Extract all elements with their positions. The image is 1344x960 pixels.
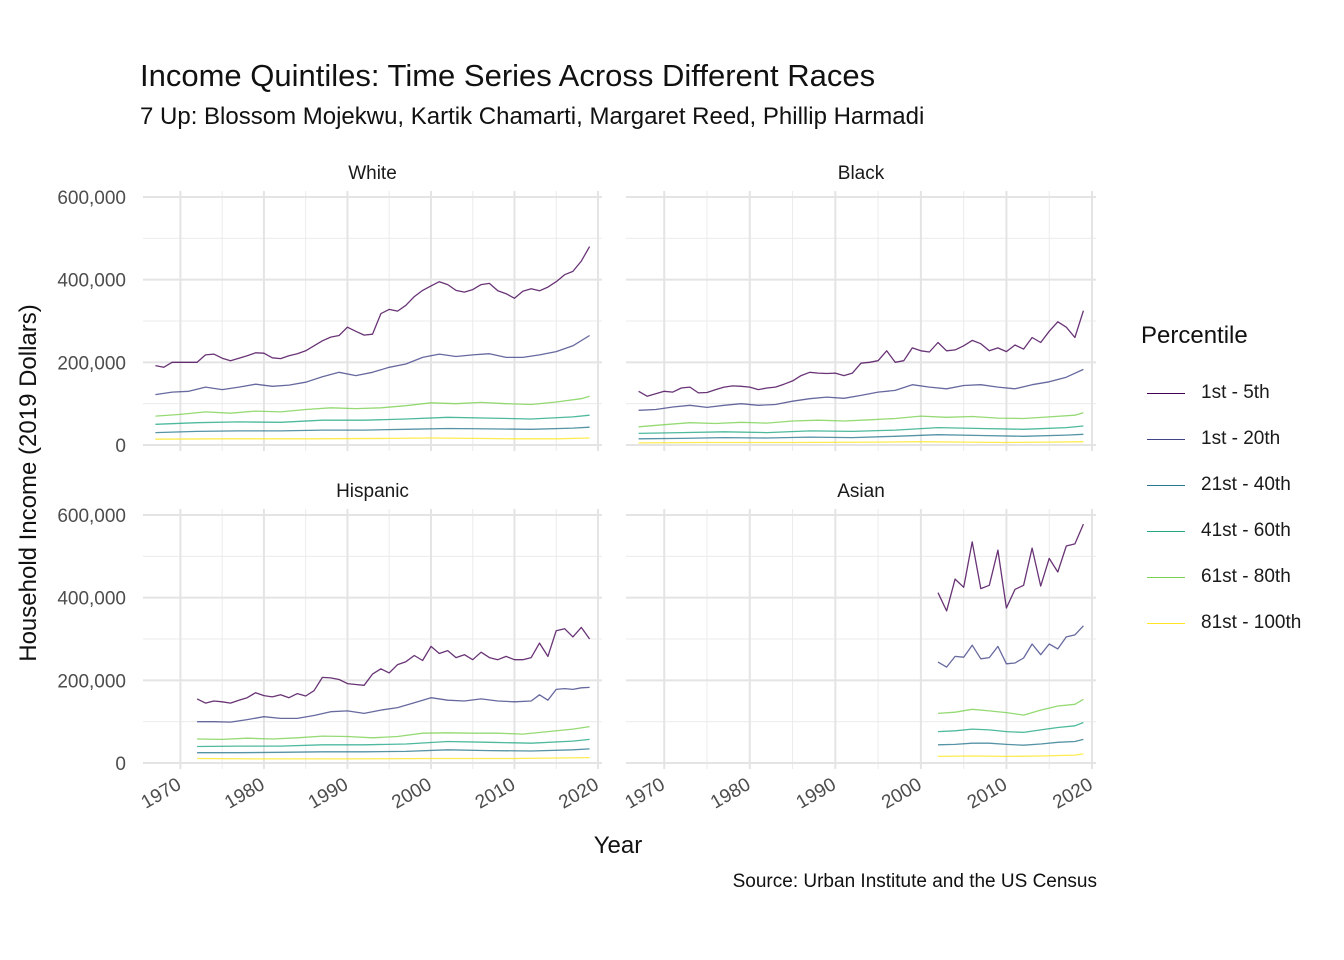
x-tick-label: 2000: [388, 774, 435, 813]
series-line-1st-20th: [197, 686, 590, 723]
legend-item: 1st - 20th: [1141, 416, 1301, 462]
legend-key-line: [1147, 484, 1185, 486]
x-tick-label: 1970: [622, 774, 669, 813]
series-line-21st-40th: [937, 738, 1084, 746]
facet-strip-label: Black: [838, 163, 885, 184]
y-tick-label: 0: [115, 436, 126, 457]
series-line-81st-100th: [937, 753, 1084, 758]
y-tick-label: 200,000: [57, 671, 126, 692]
x-axis-label: Year: [594, 832, 643, 859]
chart-caption: Source: Urban Institute and the US Censu…: [732, 871, 1097, 892]
series-line-1st-20th: [937, 625, 1084, 668]
series-line-61st-80th: [197, 725, 590, 741]
series-line-41st-60th: [638, 425, 1084, 435]
legend-items: 1st - 5th 1st - 20th 21st - 40th 41st - 60t…: [1141, 370, 1301, 646]
x-tick-label: 1990: [305, 774, 352, 813]
legend-item: 61st - 80th: [1141, 554, 1301, 600]
legend-label: 1st - 5th: [1201, 382, 1270, 403]
x-tick-label: 1970: [138, 774, 185, 813]
legend-key-line: [1147, 530, 1185, 532]
legend-title: Percentile: [1141, 322, 1248, 349]
y-tick-label: 400,000: [57, 271, 126, 292]
series-line-61st-80th: [155, 395, 590, 417]
series-line-41st-60th: [155, 414, 590, 425]
series-line-41st-60th: [197, 738, 590, 748]
facet-strip-label: Hispanic: [336, 481, 409, 502]
facet-panel-black: Black: [626, 163, 1096, 451]
y-axis-label: Household Income (2019 Dollars): [15, 304, 42, 662]
legend-key-line: [1147, 438, 1185, 440]
y-tick-label: 600,000: [57, 506, 126, 527]
series-line-41st-60th: [937, 721, 1084, 734]
legend-label: 61st - 80th: [1201, 566, 1291, 587]
legend-key-line: [1147, 576, 1185, 578]
legend-item: 1st - 5th: [1141, 370, 1301, 416]
facet-panel-white: White 0 200,000 400,000 600,000: [57, 163, 602, 457]
series-line-1st-20th: [155, 334, 590, 396]
x-tick-label: 2010: [472, 774, 519, 813]
legend-item: 21st - 40th: [1141, 462, 1301, 508]
x-tick-label: 2000: [878, 774, 925, 813]
legend: Percentile 1st - 5th 1st - 20th 21st - 40t…: [1141, 322, 1301, 646]
facet-strip-label: White: [348, 163, 397, 184]
legend-item: 81st - 100th: [1141, 600, 1301, 646]
y-tick-label: 0: [115, 754, 126, 775]
series-line-61st-80th: [638, 412, 1084, 428]
series-line-61st-80th: [937, 698, 1084, 716]
series-line-21st-40th: [197, 748, 590, 754]
series-line-21st-40th: [638, 433, 1084, 440]
facet-panel-asian: Asian 1970 1980 1990 2000 2010 2020: [622, 481, 1097, 813]
series-line-1st-5th: [196, 626, 591, 704]
series-line-81st-100th: [638, 441, 1084, 444]
series-line-81st-100th: [197, 756, 590, 760]
legend-label: 41st - 60th: [1201, 520, 1291, 541]
series-line-1st-5th: [937, 523, 1084, 612]
series-line-1st-20th: [638, 368, 1084, 411]
x-tick-label: 1990: [793, 774, 840, 813]
legend-key-line: [1147, 392, 1185, 394]
facet-panel-hispanic: Hispanic 0 200,000 400,000 600,000 1970 1980 19…: [57, 481, 602, 813]
y-tick-label: 400,000: [57, 589, 126, 610]
facet-strip-label: Asian: [837, 481, 885, 502]
y-tick-label: 600,000: [57, 188, 126, 209]
series-line-21st-40th: [155, 426, 590, 434]
chart-subtitle: 7 Up: Blossom Mojekwu, Kartik Chamarti, …: [140, 103, 925, 130]
x-tick-label: 2020: [1049, 774, 1096, 813]
series-line-1st-5th: [638, 310, 1085, 397]
legend-item: 41st - 60th: [1141, 508, 1301, 554]
facet-panels: White 0 200,000 400,000 600,000 Black Hispanic…: [57, 163, 1096, 813]
x-tick-label: 2020: [555, 774, 602, 813]
x-tick-label: 2010: [964, 774, 1011, 813]
chart-title: Income Quintiles: Time Series Across Dif…: [140, 58, 876, 93]
x-tick-label: 1980: [707, 774, 754, 813]
x-tick-label: 1980: [221, 774, 268, 813]
y-tick-label: 200,000: [57, 353, 126, 374]
legend-label: 81st - 100th: [1201, 612, 1302, 633]
legend-label: 1st - 20th: [1201, 428, 1281, 449]
legend-key-line: [1147, 622, 1185, 624]
series-line-81st-100th: [155, 437, 590, 440]
legend-label: 21st - 40th: [1201, 474, 1291, 495]
series-line-1st-5th: [155, 246, 591, 368]
